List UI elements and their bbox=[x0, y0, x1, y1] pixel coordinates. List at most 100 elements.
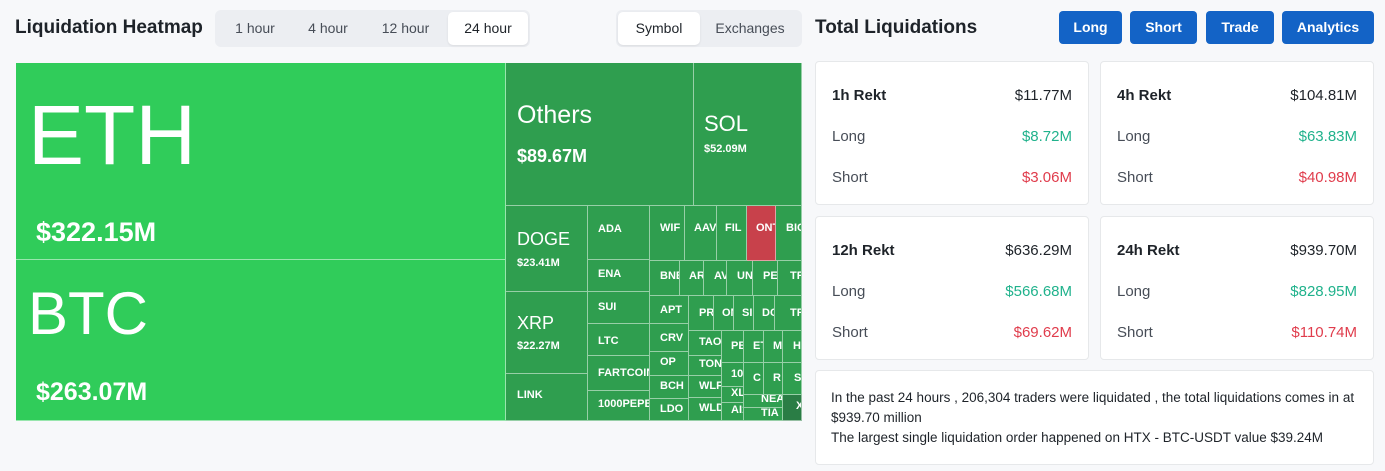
treemap-tile-x[interactable]: X bbox=[783, 395, 802, 421]
mode-option-exchanges[interactable]: Exchanges bbox=[715, 20, 785, 36]
treemap-tile-do[interactable]: DO bbox=[754, 296, 775, 331]
treemap-tile-s[interactable]: S bbox=[783, 363, 802, 395]
treemap-tile-link[interactable]: LINK bbox=[506, 374, 588, 421]
time-option-12-hour[interactable]: 12 hour bbox=[381, 20, 430, 36]
treemap-tile-tao[interactable]: TAO bbox=[689, 331, 722, 356]
treemap-tile-op[interactable]: OP bbox=[650, 352, 689, 376]
tile-symbol: PE bbox=[763, 270, 778, 282]
treemap-tile-eth[interactable]: ETH $322.15M bbox=[16, 63, 506, 260]
tile-symbol: 100 bbox=[731, 368, 744, 380]
treemap-tile-ena[interactable]: ENA bbox=[588, 260, 650, 292]
liquidation-treemap: ETH $322.15M BTC $263.07M Others $89.67M SOL $5… bbox=[16, 63, 802, 421]
short-button[interactable]: Short bbox=[1130, 11, 1197, 44]
tile-symbol: TIA bbox=[761, 408, 779, 419]
long-label: Long bbox=[1117, 128, 1151, 145]
tile-symbol: UNI bbox=[737, 270, 753, 282]
treemap-tile-pe[interactable]: PE bbox=[722, 331, 744, 363]
tile-symbol: ONT bbox=[756, 222, 775, 234]
treemap-tile-m[interactable]: M bbox=[764, 331, 783, 363]
short-value: $40.98M bbox=[1298, 169, 1357, 186]
rekt-card-4h: 4h Rekt $104.81M Long $63.83M Short $40.98M bbox=[1100, 61, 1374, 205]
treemap-tile-aave[interactable]: AAVE bbox=[685, 206, 717, 261]
group-mode-selector: Symbol Exchanges bbox=[616, 10, 802, 47]
tile-symbol: PR bbox=[699, 307, 714, 319]
treemap-tile-wif[interactable]: WIF bbox=[650, 206, 685, 261]
card-title: 4h Rekt bbox=[1117, 87, 1172, 104]
long-value: $63.83M bbox=[1298, 128, 1357, 145]
treemap-tile-doge[interactable]: DOGE $23.41M bbox=[506, 206, 588, 292]
treemap-tile-wlf[interactable]: WLF bbox=[689, 376, 722, 398]
treemap-tile-h[interactable]: H bbox=[783, 331, 802, 363]
card-title: 12h Rekt bbox=[832, 242, 895, 259]
tile-symbol: S bbox=[794, 372, 802, 384]
treemap-tile-nea[interactable]: NEA bbox=[744, 395, 783, 408]
treemap-tile-xln[interactable]: XLN bbox=[722, 387, 744, 403]
analytics-button[interactable]: Analytics bbox=[1282, 11, 1374, 44]
time-option-24-hour[interactable]: 24 hour bbox=[448, 12, 528, 45]
short-label: Short bbox=[1117, 324, 1153, 341]
time-option-4-hour[interactable]: 4 hour bbox=[308, 20, 348, 36]
treemap-tile-et[interactable]: ET bbox=[744, 331, 764, 363]
time-option-1-hour[interactable]: 1 hour bbox=[235, 20, 275, 36]
treemap-tile-tr[interactable]: TR bbox=[778, 261, 802, 296]
treemap-tile-sol[interactable]: SOL $52.09M bbox=[694, 63, 802, 206]
treemap-tile-1000pepe[interactable]: 1000PEPE bbox=[588, 391, 650, 421]
treemap-tile-ava[interactable]: AVA bbox=[704, 261, 727, 296]
treemap-tile-tr[interactable]: TR bbox=[775, 296, 802, 331]
treemap-tile-fartcoin[interactable]: FARTCOIN bbox=[588, 356, 650, 391]
tile-symbol: AAVE bbox=[694, 222, 717, 234]
tile-symbol: DO bbox=[762, 307, 774, 319]
treemap-tile-uni[interactable]: UNI bbox=[727, 261, 753, 296]
tile-symbol: SI bbox=[742, 307, 753, 319]
tile-symbol: APT bbox=[660, 304, 682, 316]
mode-option-symbol[interactable]: Symbol bbox=[618, 12, 700, 45]
tile-symbol: AI1 bbox=[731, 404, 743, 416]
tile-value: $263.07M bbox=[36, 378, 148, 406]
treemap-tile-ldo[interactable]: LDO bbox=[650, 399, 689, 421]
trade-button[interactable]: Trade bbox=[1206, 11, 1274, 44]
treemap-tile-apt[interactable]: APT bbox=[650, 296, 689, 324]
treemap-tile-sui[interactable]: SUI bbox=[588, 292, 650, 324]
treemap-tile-ai1[interactable]: AI1 bbox=[722, 403, 744, 421]
tile-symbol: WLD bbox=[699, 402, 722, 414]
tile-symbol: SUI bbox=[598, 301, 617, 313]
treemap-tile-wld[interactable]: WLD bbox=[689, 398, 722, 421]
treemap-tile-bio[interactable]: BIO bbox=[776, 206, 802, 261]
treemap-tile-bnb[interactable]: BNB bbox=[650, 261, 680, 296]
tile-symbol: OP bbox=[660, 356, 676, 368]
treemap-tile-ont[interactable]: ONT bbox=[747, 206, 776, 261]
treemap-tile-others[interactable]: Others $89.67M bbox=[506, 63, 694, 206]
tile-symbol: PE bbox=[731, 340, 743, 352]
tile-symbol: DOGE bbox=[517, 229, 571, 249]
treemap-tile-ltc[interactable]: LTC bbox=[588, 324, 650, 356]
treemap-tile-ada[interactable]: ADA bbox=[588, 206, 650, 260]
tile-symbol: X bbox=[796, 401, 801, 412]
time-range-selector: 1 hour 4 hour 12 hour 24 hour bbox=[215, 10, 530, 47]
tile-symbol: ET bbox=[753, 340, 763, 352]
treemap-tile-xrp[interactable]: XRP $22.27M bbox=[506, 292, 588, 374]
treemap-tile-c[interactable]: C bbox=[744, 363, 764, 395]
treemap-tile-r[interactable]: R bbox=[764, 363, 783, 395]
treemap-tile-btc[interactable]: BTC $263.07M bbox=[16, 260, 506, 421]
treemap-tile-100[interactable]: 100 bbox=[722, 363, 744, 387]
treemap-tile-fil[interactable]: FIL bbox=[717, 206, 747, 261]
treemap-tile-on[interactable]: ON bbox=[714, 296, 734, 331]
long-button[interactable]: Long bbox=[1059, 11, 1122, 44]
card-total: $11.77M bbox=[1014, 87, 1072, 104]
treemap-tile-tia[interactable]: TIA bbox=[744, 408, 783, 421]
treemap-tile-si[interactable]: SI bbox=[734, 296, 754, 331]
treemap-tile-crv[interactable]: CRV bbox=[650, 324, 689, 352]
treemap-tile-ar[interactable]: AR bbox=[680, 261, 704, 296]
short-value: $69.62M bbox=[1013, 324, 1072, 341]
tile-symbol: BNB bbox=[660, 270, 679, 282]
tile-symbol: FIL bbox=[725, 222, 742, 234]
treemap-tile-bch[interactable]: BCH bbox=[650, 376, 689, 399]
tile-symbol: WLF bbox=[699, 380, 722, 392]
treemap-tile-pr[interactable]: PR bbox=[689, 296, 714, 331]
treemap-tile-pe[interactable]: PE bbox=[753, 261, 778, 296]
card-title: 24h Rekt bbox=[1117, 242, 1180, 259]
long-label: Long bbox=[1117, 283, 1151, 300]
tile-symbol: C bbox=[753, 372, 761, 384]
short-value: $110.74M bbox=[1291, 324, 1357, 341]
treemap-tile-ton[interactable]: TON bbox=[689, 356, 722, 376]
